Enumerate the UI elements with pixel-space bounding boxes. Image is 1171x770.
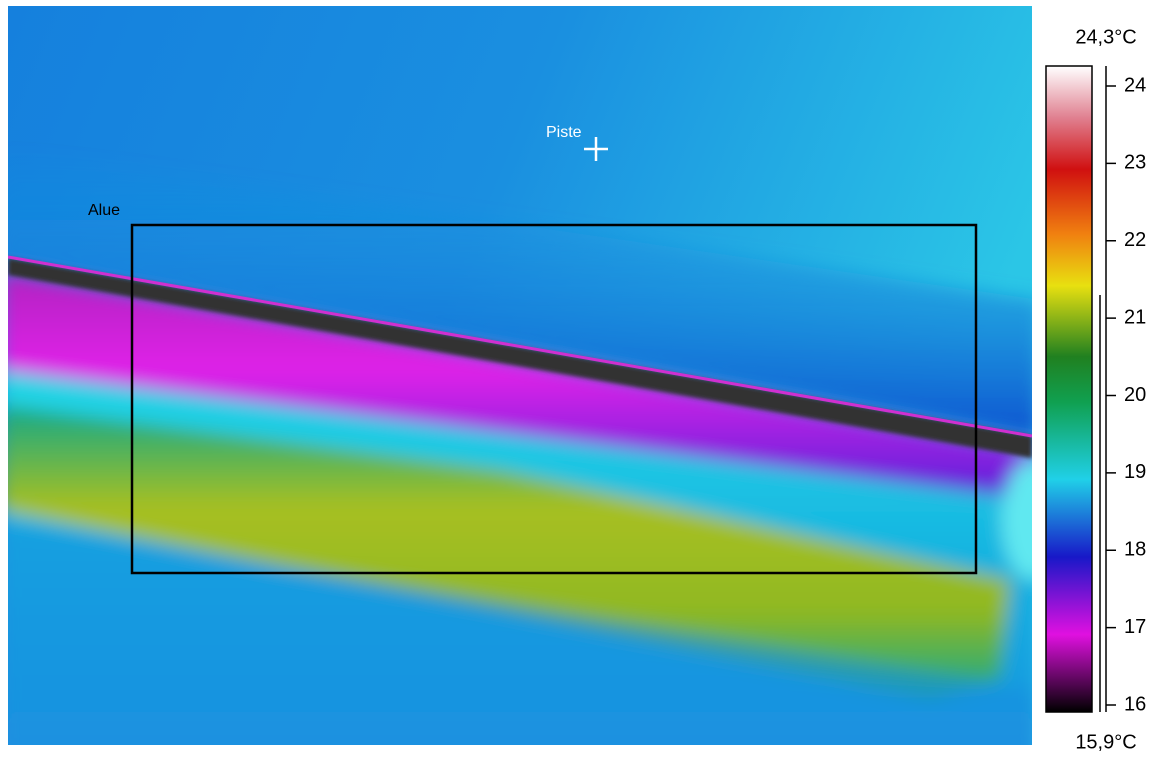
scale-max: 24,3°C [1075, 26, 1136, 48]
spot-marker [584, 137, 608, 161]
tick-label: 18 [1124, 539, 1146, 561]
tick-label: 23 [1124, 152, 1146, 174]
measure-area [130, 223, 978, 575]
tick-label: 21 [1124, 306, 1146, 328]
area-label: Alue [88, 202, 120, 219]
scale-min: 15,9°C [1075, 731, 1136, 753]
tick-label: 22 [1124, 229, 1146, 251]
thermal-image [8, 6, 1032, 745]
color-scale [1045, 65, 1093, 713]
tick-label: 17 [1124, 616, 1146, 638]
tick-label: 24 [1124, 74, 1146, 96]
spot-label: Piste [546, 124, 582, 141]
tick-label: 16 [1124, 693, 1146, 715]
tick-label: 20 [1124, 384, 1146, 406]
tick-label: 19 [1124, 461, 1146, 483]
